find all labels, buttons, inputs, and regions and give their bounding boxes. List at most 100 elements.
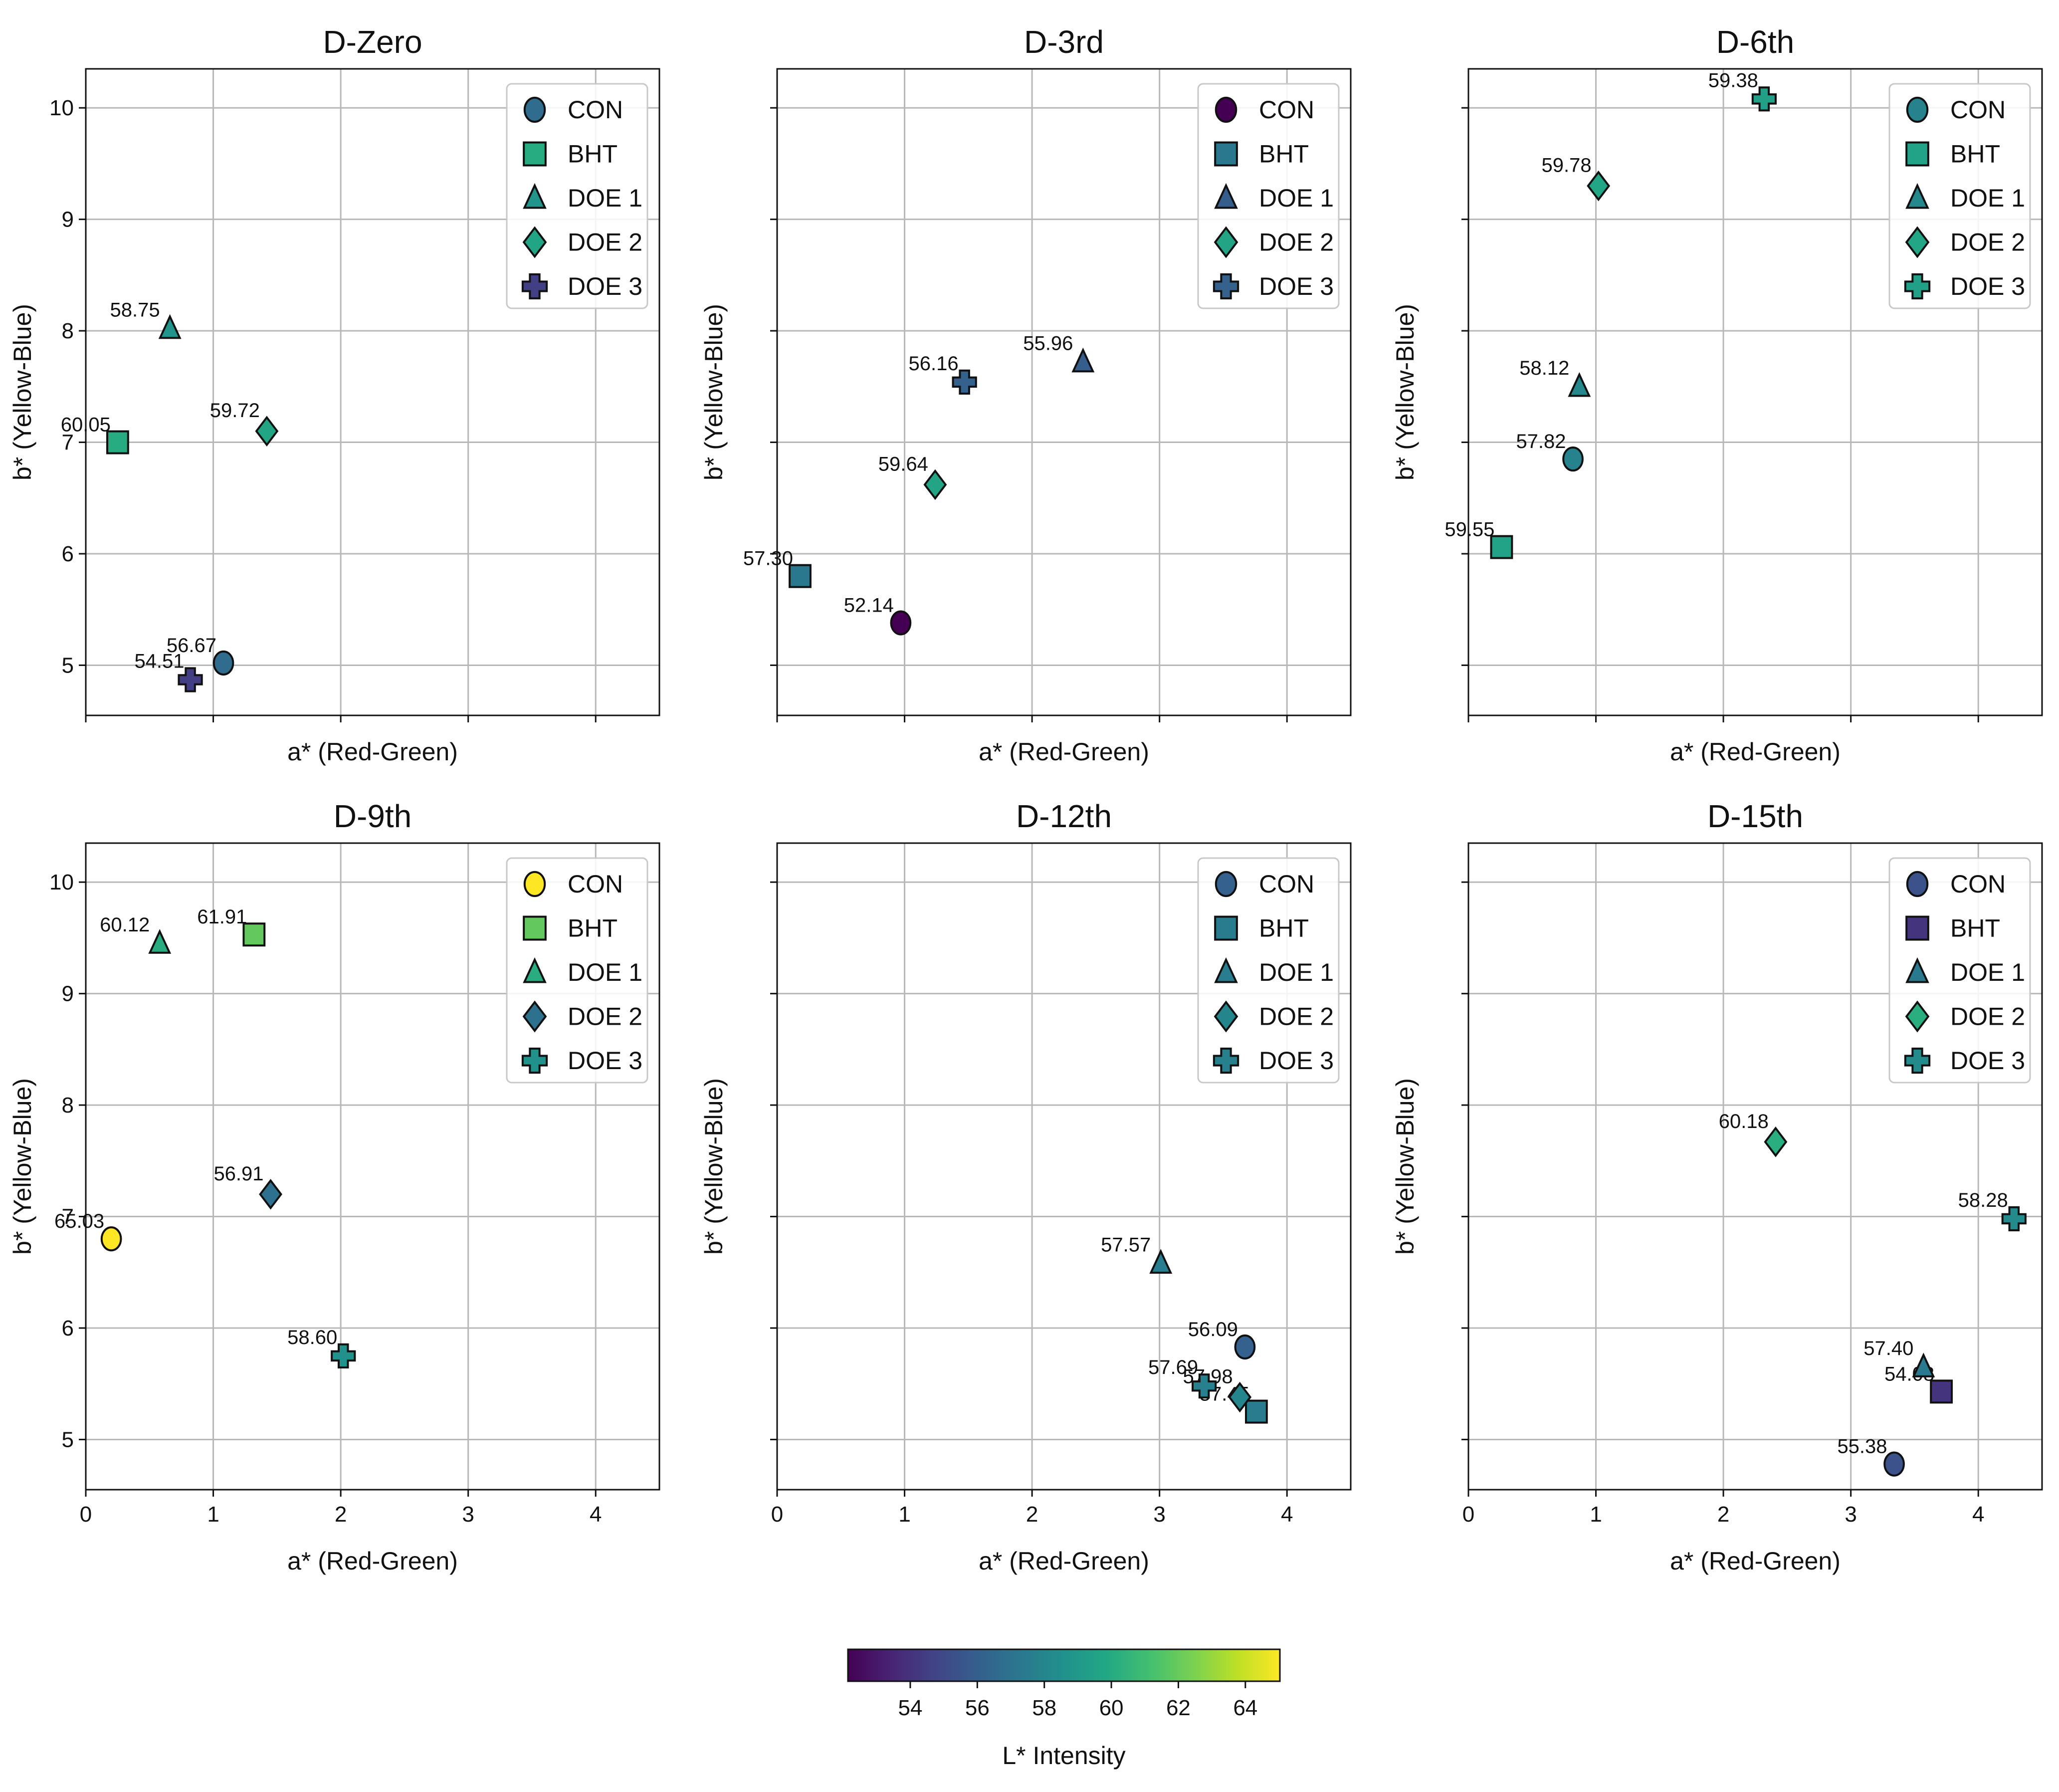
x-tick-label: 0 bbox=[1462, 1502, 1474, 1527]
axes-frame bbox=[1467, 68, 2043, 716]
legend-label: DOE 1 bbox=[568, 958, 642, 986]
data-label: 65.03 bbox=[54, 1210, 104, 1232]
data-point-bht bbox=[1490, 535, 1513, 559]
legend-label: DOE 2 bbox=[568, 1003, 642, 1031]
subplot-title: D-Zero bbox=[323, 24, 422, 60]
colorbar-tick-label: 54 bbox=[898, 1696, 922, 1720]
legend-marker-bht bbox=[1214, 915, 1238, 941]
data-point-con bbox=[212, 650, 234, 676]
legend-label: BHT bbox=[568, 140, 618, 168]
subplot-d-6th: D-6th a* (Red-Green) b* (Yellow-Blue) 57.82… bbox=[1391, 24, 2043, 766]
colorbar-tick-label: 62 bbox=[1166, 1696, 1191, 1720]
data-label: 59.38 bbox=[1708, 69, 1758, 91]
legend-box bbox=[506, 83, 648, 309]
subplot-title: D-15th bbox=[1707, 798, 1803, 834]
x-axis-label: a* (Red-Green) bbox=[287, 738, 458, 766]
legend-marker-doe-2 bbox=[522, 1000, 547, 1033]
x-tick-label: 1 bbox=[898, 1502, 910, 1527]
data-label: 58.28 bbox=[1958, 1189, 2008, 1211]
legend-marker-doe-1 bbox=[1214, 183, 1238, 209]
data-point-con bbox=[1234, 1334, 1256, 1360]
legend: CON BHT DOE 1 DOE 2 DOE 3 bbox=[1888, 857, 2031, 1084]
colorbar-gradient bbox=[847, 1648, 1281, 1682]
data-label: 58.60 bbox=[287, 1327, 337, 1348]
legend-box bbox=[1888, 857, 2031, 1084]
data-label: 61.91 bbox=[197, 906, 247, 928]
data-label: 55.38 bbox=[1837, 1436, 1887, 1458]
colorbar: 54 56 58 60 62 64 L* Intensity bbox=[847, 1648, 1281, 1770]
legend-marker-bht bbox=[523, 141, 547, 167]
legend-marker-con bbox=[1215, 871, 1237, 897]
data-label: 57.40 bbox=[1863, 1338, 1913, 1359]
legend-label: CON bbox=[1259, 870, 1314, 898]
legend: CON BHT DOE 1 DOE 2 DOE 3 bbox=[1888, 83, 2031, 309]
colorbar-tick-label: 58 bbox=[1032, 1696, 1056, 1720]
y-tick-label: 10 bbox=[49, 96, 74, 120]
colorbar-tick-label: 56 bbox=[965, 1696, 990, 1720]
y-tick-label: 9 bbox=[62, 208, 74, 232]
x-axis-label: a* (Red-Green) bbox=[979, 1547, 1149, 1575]
legend-marker-doe-3 bbox=[1213, 273, 1239, 300]
legend-marker-con bbox=[1215, 96, 1237, 123]
y-tick-label: 10 bbox=[49, 870, 74, 895]
subplot-d-9th: 0 1 2 3 4 5 6 7 8 9 10 D-9th a* (Red-Green) b* (Yello… bbox=[8, 798, 660, 1575]
legend-marker-con bbox=[523, 871, 546, 897]
data-point-con bbox=[1883, 1451, 1905, 1477]
legend-label: DOE 3 bbox=[568, 272, 642, 300]
legend-marker-doe-3 bbox=[1904, 1047, 1931, 1074]
data-label: 56.67 bbox=[167, 635, 216, 657]
legend-label: DOE 2 bbox=[1950, 228, 2025, 256]
legend-marker-con bbox=[523, 96, 546, 123]
subplot-title: D-3rd bbox=[1024, 24, 1104, 60]
y-tick-label: 5 bbox=[62, 653, 74, 677]
subplot-title: D-9th bbox=[334, 798, 412, 834]
legend-marker-bht bbox=[523, 915, 547, 941]
data-point-con bbox=[1562, 446, 1584, 472]
data-label: 54.51 bbox=[134, 650, 184, 672]
x-axis-label: a* (Red-Green) bbox=[979, 738, 1149, 766]
legend-label: BHT bbox=[1950, 140, 2000, 168]
x-tick-label: 4 bbox=[590, 1502, 602, 1527]
legend-label: BHT bbox=[1259, 914, 1309, 942]
data-point-doe-3 bbox=[1751, 86, 1777, 112]
x-axis-label: a* (Red-Green) bbox=[287, 1547, 458, 1575]
x-tick-label: 4 bbox=[1281, 1502, 1293, 1527]
legend-label: DOE 2 bbox=[1259, 1003, 1334, 1031]
y-axis-label: b* (Yellow-Blue) bbox=[1391, 304, 1419, 480]
legend-label: DOE 1 bbox=[1950, 958, 2025, 986]
legend-box bbox=[1888, 83, 2031, 309]
data-label: 52.14 bbox=[844, 595, 894, 617]
axes-frame bbox=[85, 68, 660, 716]
legend-marker-doe-2 bbox=[522, 226, 547, 258]
data-label: 57.82 bbox=[1516, 431, 1566, 452]
subplot-d-12th: 0 1 2 3 4 D-12th a* (Red-Green) b* (Yellow-Blue… bbox=[700, 798, 1352, 1575]
y-axis-label: b* (Yellow-Blue) bbox=[1391, 1078, 1419, 1255]
y-tick-label: 7 bbox=[62, 431, 74, 455]
data-point-doe-2 bbox=[1587, 170, 1611, 202]
colorbar-label: L* Intensity bbox=[1002, 1742, 1125, 1770]
data-label: 59.78 bbox=[1542, 155, 1592, 177]
data-point-bht bbox=[106, 430, 129, 454]
legend-marker-doe-1 bbox=[523, 957, 547, 983]
legend-label: CON bbox=[1259, 96, 1314, 124]
data-label: 59.72 bbox=[210, 400, 260, 422]
data-point-doe-2 bbox=[923, 469, 947, 500]
data-point-doe-1 bbox=[1149, 1249, 1173, 1274]
data-label: 60.12 bbox=[100, 914, 150, 936]
data-label: 57.69 bbox=[1148, 1356, 1198, 1378]
x-tick-label: 4 bbox=[1972, 1502, 1984, 1527]
legend-box bbox=[506, 857, 648, 1084]
data-label: 56.16 bbox=[909, 353, 959, 375]
legend-label: BHT bbox=[568, 914, 618, 942]
data-label: 60.18 bbox=[1719, 1111, 1769, 1132]
data-point-doe-1 bbox=[148, 929, 172, 954]
legend: CON BHT DOE 1 DOE 2 DOE 3 bbox=[506, 83, 648, 309]
legend-marker-doe-1 bbox=[1905, 957, 1929, 983]
data-point-doe-1 bbox=[1912, 1352, 1935, 1377]
legend-label: DOE 2 bbox=[568, 228, 642, 256]
y-tick-label: 8 bbox=[62, 1093, 74, 1118]
data-label: 57.30 bbox=[743, 548, 793, 570]
legend-marker-con bbox=[1906, 96, 1929, 123]
data-point-doe-2 bbox=[1228, 1381, 1252, 1413]
